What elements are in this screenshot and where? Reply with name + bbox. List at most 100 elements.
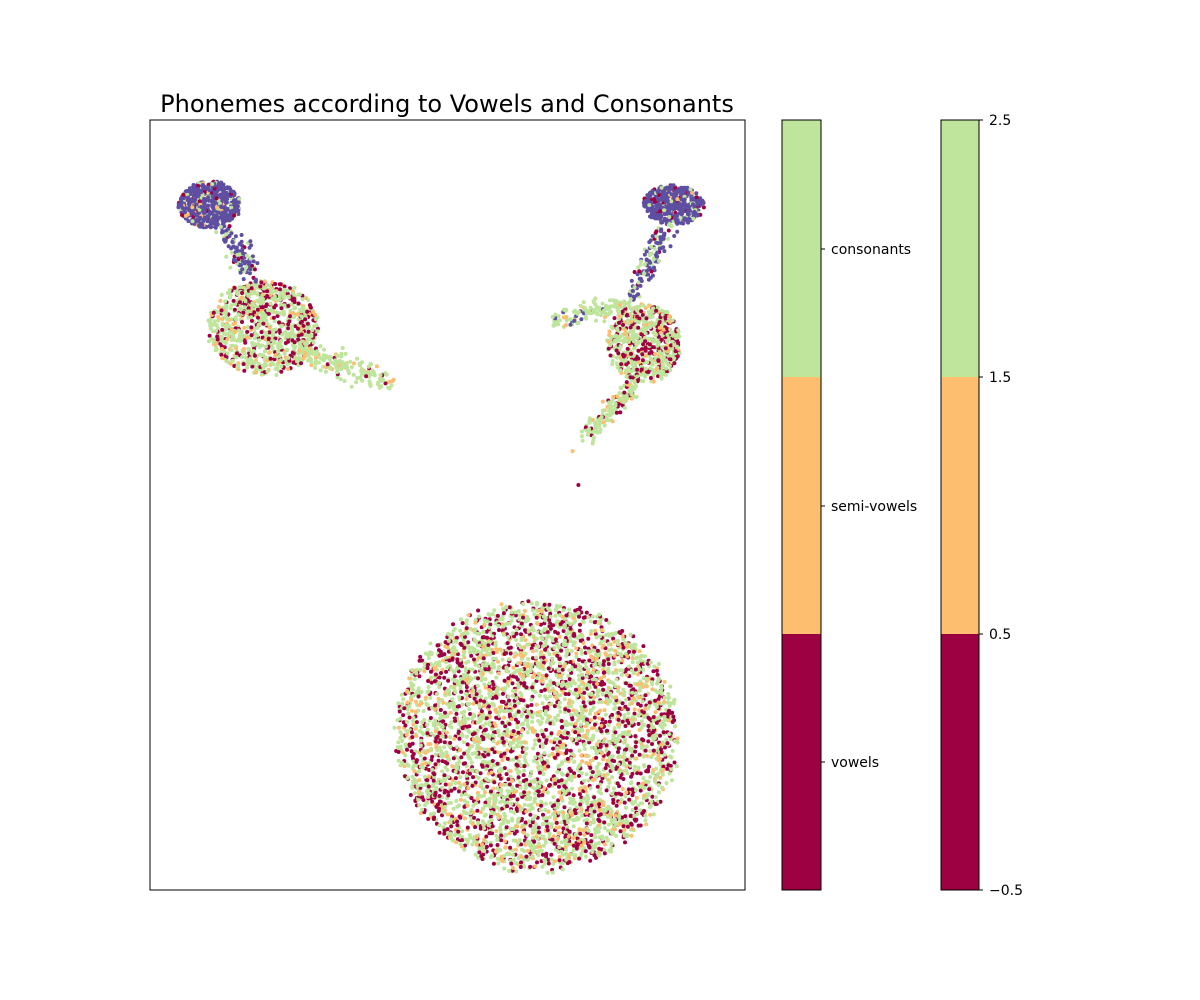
scatter-point <box>499 838 504 843</box>
scatter-point <box>509 801 514 806</box>
scatter-point <box>515 797 520 802</box>
scatter-point <box>637 360 641 365</box>
scatter-point <box>422 661 427 666</box>
scatter-point <box>395 745 400 750</box>
scatter-point <box>248 356 253 361</box>
scatter-point <box>651 371 656 376</box>
scatter-point <box>558 709 563 714</box>
scatter-point <box>659 376 664 381</box>
scatter-point <box>305 325 310 329</box>
scatter-point <box>525 840 530 845</box>
scatter-point <box>438 712 443 717</box>
scatter-point <box>487 831 492 836</box>
scatter-point <box>219 187 224 192</box>
scatter-point <box>513 703 517 708</box>
scatter-point <box>582 690 587 695</box>
scatter-point <box>623 840 627 845</box>
scatter-point <box>265 294 270 299</box>
chart-title: Phonemes according to Vowels and Consona… <box>160 90 734 118</box>
scatter-point <box>234 346 239 351</box>
scatter-point <box>544 778 549 783</box>
scatter-point <box>286 339 290 344</box>
scatter-point <box>273 289 277 294</box>
scatter-point <box>528 773 533 778</box>
scatter-point <box>208 323 213 328</box>
scatter-point <box>514 869 519 874</box>
scatter-point <box>535 760 540 765</box>
scatter-point <box>701 205 706 210</box>
scatter-point <box>612 338 617 343</box>
scatter-point <box>259 372 264 377</box>
scatter-point <box>223 299 228 304</box>
scatter-point <box>266 336 271 341</box>
scatter-point <box>635 308 640 313</box>
scatter-point <box>458 628 463 633</box>
scatter-point <box>636 340 641 345</box>
scatter-point <box>507 605 512 610</box>
scatter-point <box>219 308 224 313</box>
scatter-point <box>614 348 619 353</box>
scatter-point <box>550 870 555 875</box>
scatter-point <box>253 360 258 365</box>
scatter-point <box>675 197 680 202</box>
scatter-point <box>245 329 250 334</box>
scatter-point <box>560 772 565 777</box>
scatter-point <box>498 792 503 797</box>
scatter-point <box>220 184 225 189</box>
scatter-point <box>190 219 195 224</box>
scatter-point <box>308 333 313 338</box>
scatter-point <box>451 628 456 633</box>
scatter-point <box>286 322 291 327</box>
scatter-point <box>648 749 653 754</box>
scatter-point <box>628 325 633 330</box>
scatter-point <box>285 291 290 296</box>
scatter-point <box>250 301 255 306</box>
scatter-point <box>668 684 673 689</box>
scatter-point <box>261 317 266 322</box>
scatter-point <box>625 771 630 776</box>
scatter-point <box>675 354 680 359</box>
scatter-point <box>625 313 629 318</box>
scatter-point <box>253 304 258 309</box>
scatter-point <box>619 362 624 367</box>
scatter-point <box>281 296 286 301</box>
scatter-point <box>598 634 602 639</box>
scatter-point <box>188 186 193 191</box>
scatter-point <box>584 772 589 777</box>
plot-area <box>149 119 746 891</box>
scatter-point <box>227 185 232 190</box>
scatter-point <box>649 308 654 313</box>
scatter-point <box>217 210 221 215</box>
scatter-point <box>486 643 491 648</box>
scatter-point <box>578 622 582 627</box>
scatter-point <box>658 209 663 214</box>
scatter-point <box>254 370 259 375</box>
scatter-point <box>562 805 567 810</box>
scatter-point <box>245 335 250 340</box>
scatter-point <box>482 699 487 704</box>
scatter-point <box>650 687 655 692</box>
scatter-point <box>533 742 538 747</box>
scatter-point <box>643 204 648 209</box>
scatter-point <box>555 619 560 624</box>
scatter-point <box>264 304 268 309</box>
scatter-point <box>296 333 301 338</box>
scatter-point <box>235 364 240 369</box>
scatter-point <box>640 347 644 352</box>
scatter-point <box>291 351 296 356</box>
scatter-point <box>232 285 237 290</box>
scatter-point <box>640 372 645 377</box>
scatter-point <box>216 314 221 319</box>
scatter-point <box>451 806 456 811</box>
scatter-point <box>286 326 291 331</box>
scatter-point <box>519 632 523 637</box>
scatter-point <box>251 306 256 311</box>
scatter-point <box>478 755 483 760</box>
scatter-point <box>221 215 226 220</box>
scatter-point <box>278 358 283 363</box>
scatter-point <box>636 305 641 310</box>
scatter-point <box>660 772 665 777</box>
scatter-point <box>570 786 574 791</box>
scatter-point <box>306 333 311 338</box>
scatter-point <box>659 742 664 747</box>
